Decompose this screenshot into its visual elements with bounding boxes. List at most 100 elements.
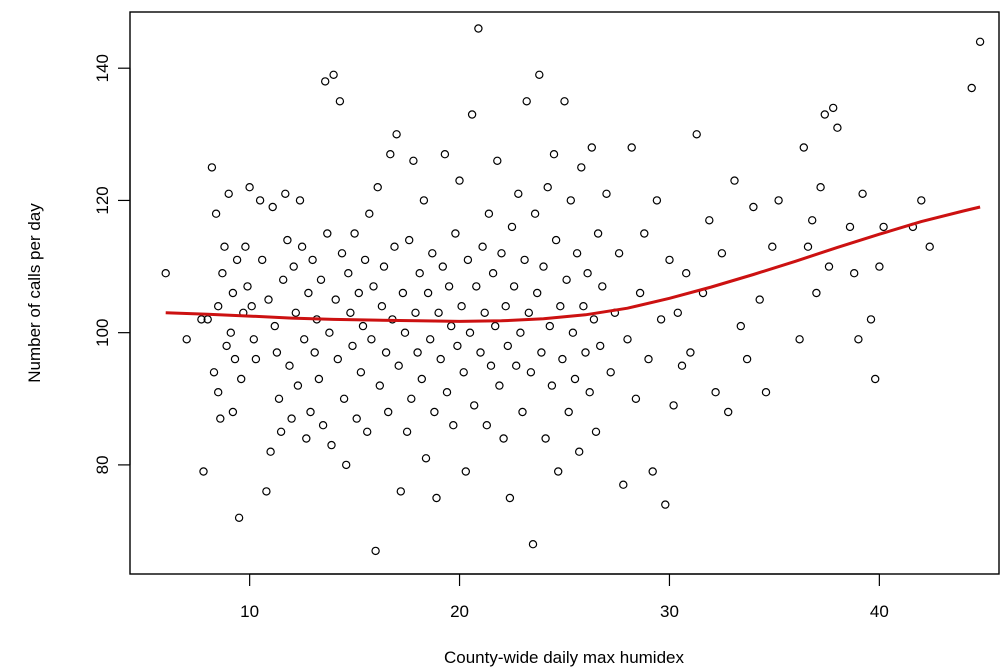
data-point xyxy=(593,229,603,238)
data-point xyxy=(598,282,607,291)
data-point xyxy=(262,487,271,496)
data-point xyxy=(461,467,470,476)
data-point xyxy=(216,414,225,423)
data-point xyxy=(337,249,347,258)
data-point xyxy=(799,143,809,152)
data-point xyxy=(486,361,496,370)
data-point xyxy=(447,321,456,331)
data-point xyxy=(199,467,208,476)
data-point xyxy=(409,156,418,165)
data-point xyxy=(329,70,338,80)
data-point xyxy=(325,328,334,337)
data-point xyxy=(501,302,510,311)
data-point xyxy=(476,348,485,357)
data-point xyxy=(386,149,395,159)
data-point xyxy=(583,269,592,278)
data-point xyxy=(316,275,326,284)
data-point xyxy=(375,381,384,390)
data-point xyxy=(289,262,298,271)
data-point xyxy=(241,242,250,251)
data-point xyxy=(423,288,433,298)
data-point xyxy=(268,202,277,212)
data-point xyxy=(742,354,752,364)
data-point xyxy=(503,341,512,351)
data-point xyxy=(465,328,475,337)
data-point xyxy=(457,302,466,311)
y-axis-title: Number of calls per day xyxy=(25,203,44,383)
data-point xyxy=(327,440,336,450)
data-point xyxy=(226,328,235,337)
data-point xyxy=(541,434,550,443)
data-point xyxy=(493,156,502,165)
data-point xyxy=(845,222,855,232)
data-point xyxy=(264,295,273,304)
data-point xyxy=(415,269,424,278)
data-point xyxy=(514,189,523,198)
data-point xyxy=(453,341,462,351)
data-point xyxy=(251,354,261,364)
data-point xyxy=(858,189,867,198)
x-tick-label: 10 xyxy=(240,602,259,621)
data-point xyxy=(549,149,559,159)
data-point xyxy=(247,302,256,311)
data-point xyxy=(585,388,594,397)
points-layer xyxy=(161,24,985,556)
data-point xyxy=(755,295,764,304)
data-point xyxy=(377,302,387,311)
data-point xyxy=(669,401,678,410)
data-point xyxy=(365,209,374,218)
data-point xyxy=(871,374,880,384)
data-point xyxy=(774,196,783,205)
data-point xyxy=(274,394,284,403)
data-point xyxy=(459,368,468,377)
data-point xyxy=(474,24,483,33)
data-point xyxy=(449,421,458,430)
data-point xyxy=(346,308,355,317)
data-point xyxy=(430,407,439,417)
data-point xyxy=(478,242,487,251)
x-tick-label: 40 xyxy=(870,602,889,621)
y-tick-label: 80 xyxy=(93,455,112,474)
data-point xyxy=(402,427,412,436)
data-point xyxy=(411,308,420,317)
data-point xyxy=(350,229,359,238)
x-axis-title: County-wide daily max humidex xyxy=(444,648,684,667)
data-point xyxy=(400,328,410,337)
data-point xyxy=(551,235,561,245)
data-point xyxy=(455,176,464,185)
plot-frame xyxy=(129,11,1000,575)
data-point xyxy=(528,540,538,549)
data-point xyxy=(533,288,542,298)
data-point xyxy=(467,110,477,119)
data-point xyxy=(730,176,739,185)
data-point xyxy=(652,196,662,205)
data-point xyxy=(436,354,445,364)
data-point xyxy=(524,308,534,317)
data-point xyxy=(749,202,758,212)
data-point xyxy=(255,196,265,205)
data-point xyxy=(505,493,515,503)
data-point xyxy=(197,315,206,324)
data-point xyxy=(677,361,687,370)
data-point xyxy=(925,242,934,251)
data-point xyxy=(161,269,170,278)
data-point xyxy=(602,189,611,198)
data-point xyxy=(352,414,361,423)
data-point xyxy=(572,249,582,258)
data-point xyxy=(283,235,292,245)
y-tick-label: 100 xyxy=(93,318,112,346)
data-point xyxy=(596,341,605,351)
data-point xyxy=(488,269,498,278)
data-point xyxy=(218,269,227,278)
data-point xyxy=(428,249,437,258)
data-point xyxy=(279,275,288,284)
data-point xyxy=(866,315,876,324)
data-point xyxy=(568,328,578,337)
data-point xyxy=(232,255,242,265)
data-point xyxy=(432,493,441,503)
data-point xyxy=(967,83,976,93)
data-point xyxy=(304,288,313,298)
data-point xyxy=(640,229,649,238)
data-point xyxy=(570,374,580,384)
data-point xyxy=(228,288,238,298)
